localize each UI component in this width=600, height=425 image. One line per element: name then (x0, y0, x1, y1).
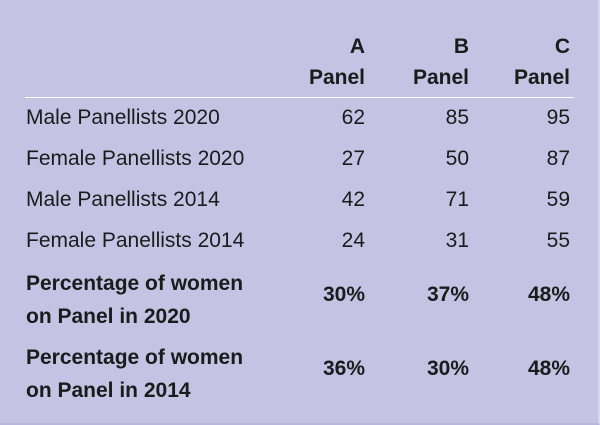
row-label-line-2: on Panel in 2020 (26, 305, 191, 328)
cell-panel-a: 30% (322, 283, 365, 306)
cell-panel-b: 85 (445, 106, 469, 129)
column-header-b-panel: Panel (412, 66, 469, 89)
column-header-a-letter: A (349, 35, 365, 58)
cell-panel-a: 24 (341, 229, 365, 252)
cell-panel-c: 95 (546, 106, 570, 129)
row-label: Female Panellists 2020 (26, 147, 245, 170)
row-label: Female Panellists 2014 (26, 229, 245, 252)
column-header-c-letter: C (554, 35, 570, 58)
column-header-b-letter: B (453, 35, 469, 58)
cell-panel-b: 31 (445, 229, 469, 252)
cell-panel-a: 36% (322, 357, 365, 380)
cell-panel-a: 42 (341, 188, 365, 211)
cell-panel-b: 37% (426, 283, 469, 306)
table-row-female-2014: Female Panellists 2014 24 31 55 (0, 229, 598, 263)
row-label: Male Panellists 2014 (26, 188, 220, 211)
row-label-line-2: on Panel in 2014 (26, 379, 191, 402)
cell-panel-a: 62 (341, 106, 365, 129)
cell-panel-c: 59 (546, 188, 570, 211)
row-label-line-1: Percentage of women (26, 272, 244, 295)
row-label-line-1: Percentage of women (26, 346, 244, 369)
cell-panel-b: 71 (445, 188, 469, 211)
table-row-male-2020: Male Panellists 2020 62 85 95 (0, 106, 598, 140)
table-row-female-2020: Female Panellists 2020 27 50 87 (0, 147, 598, 181)
cell-panel-a: 27 (341, 147, 365, 170)
cell-panel-b: 30% (426, 357, 469, 380)
table-row-percentage-2020: Percentage of women on Panel in 2020 30%… (0, 267, 598, 337)
header-divider (25, 97, 574, 98)
cell-panel-c: 48% (527, 357, 570, 380)
cell-panel-b: 50 (445, 147, 469, 170)
cell-panel-c: 87 (546, 147, 570, 170)
row-label: Male Panellists 2020 (26, 106, 220, 129)
cell-panel-c: 55 (546, 229, 570, 252)
column-header-c-panel: Panel (513, 66, 570, 89)
column-header-a-panel: Panel (308, 66, 365, 89)
table-row-male-2014: Male Panellists 2014 42 71 59 (0, 188, 598, 222)
cell-panel-c: 48% (527, 283, 570, 306)
table-row-percentage-2014: Percentage of women on Panel in 2014 36%… (0, 341, 598, 411)
